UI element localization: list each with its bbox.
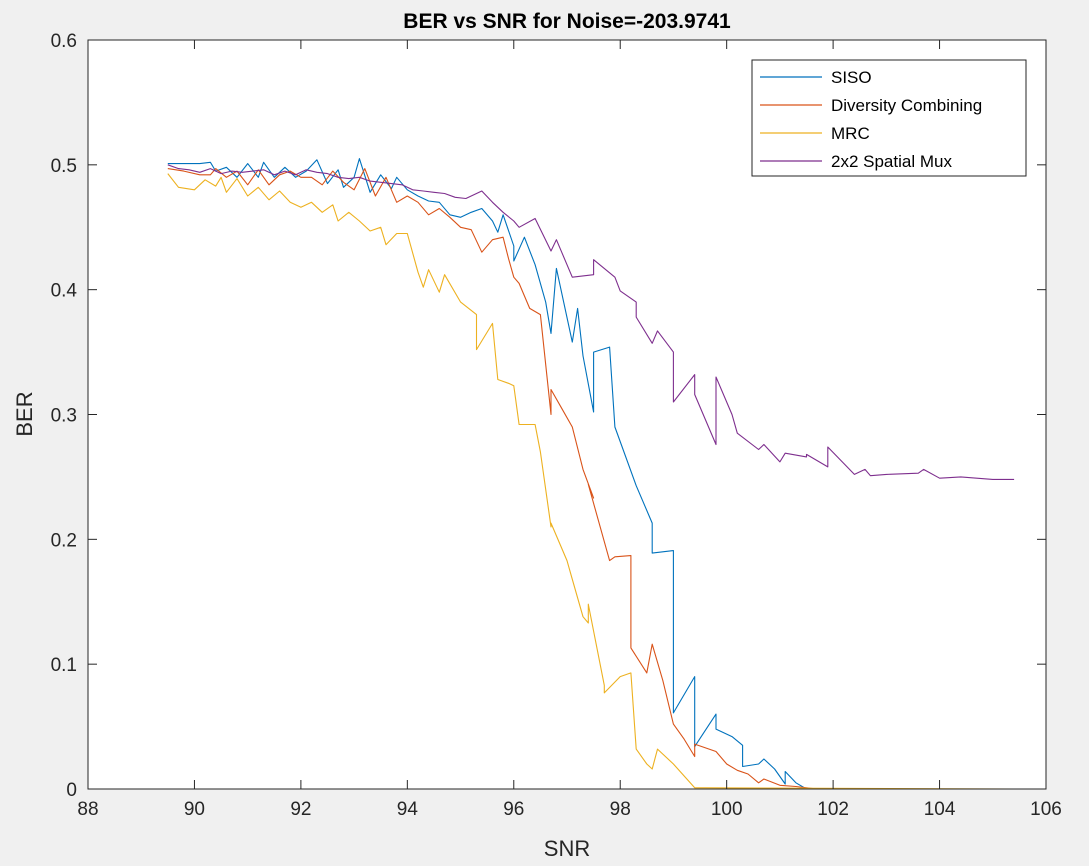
y-tick-label: 0.5 (51, 156, 77, 177)
x-tick-label: 106 (1030, 799, 1062, 820)
legend-label: Diversity Combining (831, 96, 982, 115)
legend-label: MRC (831, 124, 870, 143)
y-tick-label: 0.6 (51, 31, 77, 52)
x-tick-label: 98 (610, 799, 631, 820)
x-tick-label: 96 (503, 799, 524, 820)
x-tick-label: 104 (924, 799, 956, 820)
legend-label: 2x2 Spatial Mux (831, 152, 952, 171)
chart-title: BER vs SNR for Noise=-203.9741 (403, 10, 731, 33)
y-tick-label: 0.1 (51, 655, 77, 676)
y-tick-label: 0.3 (51, 406, 77, 427)
x-axis-label: SNR (544, 836, 590, 861)
y-tick-label: 0.4 (51, 281, 78, 302)
x-tick-label: 90 (184, 799, 205, 820)
x-tick-label: 102 (817, 799, 849, 820)
series-line-2x2-spatial-mux (167, 164, 1015, 480)
series-line-siso (167, 158, 1015, 790)
legend-box (751, 59, 1027, 177)
series-line-diversity-combining (167, 168, 1015, 790)
x-tick-label: 88 (77, 799, 98, 820)
x-tick-label: 94 (397, 799, 419, 820)
legend-label: SISO (831, 68, 872, 87)
y-axis-label: BER (12, 391, 37, 436)
y-tick-label: 0.2 (51, 530, 77, 551)
legend: SISO Diversity Combining MRC 2x2 Spatial Mu… (751, 59, 1027, 177)
series-layer (167, 158, 1015, 790)
series-line-mrc (167, 173, 1015, 790)
y-tick-label: 0 (66, 780, 77, 801)
x-tick-label: 92 (290, 799, 311, 820)
ticks-layer: 88 90 92 94 96 98 100 102 104 106 0 0.1 0.2 0.3 0.4 0.5… (51, 31, 1062, 820)
x-tick-label: 100 (711, 799, 743, 820)
